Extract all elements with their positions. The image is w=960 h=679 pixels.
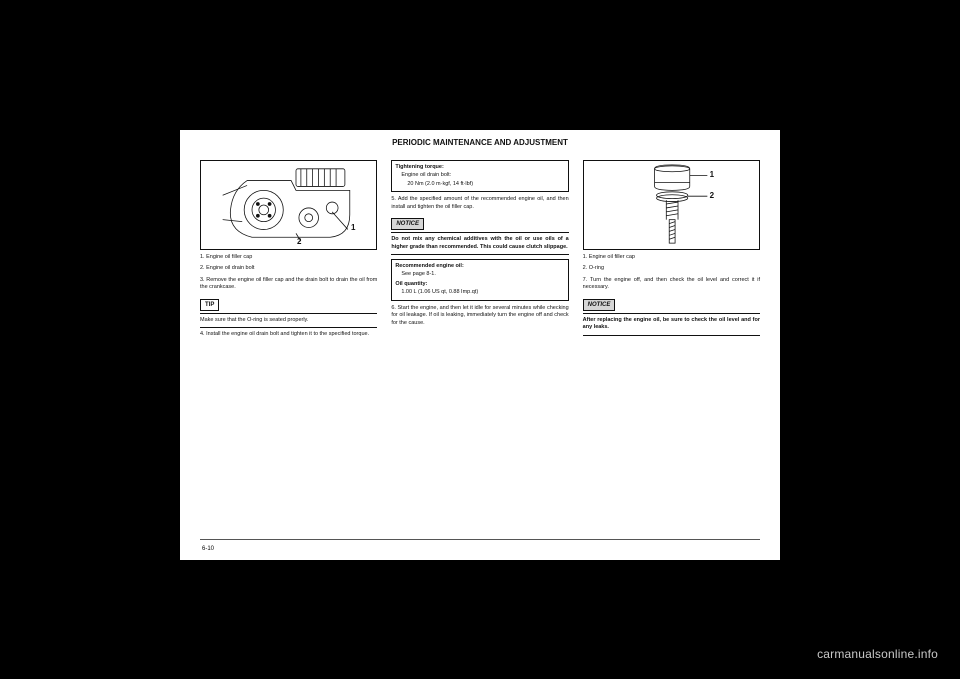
column-1: 1 2 1. Engine oil filler cap 2. Engine o… xyxy=(200,160,377,530)
figure-caption-1b: 2. Engine oil drain bolt xyxy=(200,265,377,272)
oil-label: Recommended engine oil: xyxy=(395,263,564,270)
notice-rule-1b xyxy=(391,254,568,255)
page-number: 6-10 xyxy=(202,546,214,552)
section-tab: 6 xyxy=(162,280,166,289)
step-3: 3. Remove the engine oil filler cap and … xyxy=(200,277,377,292)
qty-label: Oil quantity: xyxy=(395,281,564,288)
figure-caption-3a: 1. Engine oil filler cap xyxy=(583,254,760,261)
callout-1: 1 xyxy=(351,223,355,234)
torque-box: Tightening torque: Engine oil drain bolt… xyxy=(391,160,568,192)
tip-rule-top xyxy=(200,313,377,314)
callout-2: 2 xyxy=(297,237,301,248)
notice-rule-2b xyxy=(583,335,760,336)
tip-rule-bottom xyxy=(200,327,377,328)
notice-text-1: Do not mix any chemical additives with t… xyxy=(391,236,568,251)
tip-text: Make sure that the O-ring is seated prop… xyxy=(200,317,377,324)
tip-label: TIP xyxy=(200,299,219,311)
notice-rule-2 xyxy=(583,313,760,314)
step-4: 4. Install the engine oil drain bolt and… xyxy=(200,331,377,338)
figure-engine: 1 2 xyxy=(200,160,377,250)
engine-drawing xyxy=(201,161,376,249)
page-header: PERIODIC MAINTENANCE AND ADJUSTMENT xyxy=(180,138,780,147)
header-title: PERIODIC MAINTENANCE AND ADJUSTMENT xyxy=(392,138,568,147)
watermark: carmanualsonline.info xyxy=(817,647,938,661)
step-7: 7. Turn the engine off, and then check t… xyxy=(583,277,760,292)
columns: 1 2 1. Engine oil filler cap 2. Engine o… xyxy=(200,160,760,530)
figure-cap: 1 2 xyxy=(583,160,760,250)
oil-ref: See page 8-1. xyxy=(395,271,564,278)
figure-caption-3b: 2. O-ring xyxy=(583,265,760,272)
figure-caption-1a: 1. Engine oil filler cap xyxy=(200,254,377,261)
qty-value: 1.00 L (1.06 US qt, 0.88 Imp.qt) xyxy=(395,289,564,296)
step-6: 6. Start the engine, and then let it idl… xyxy=(391,305,568,327)
column-2: Tightening torque: Engine oil drain bolt… xyxy=(391,160,568,530)
torque-item: Engine oil drain bolt: xyxy=(395,172,564,179)
column-3: 1 2 1. Engine oil filler cap 2. O-ring 7… xyxy=(583,160,760,530)
oil-box: Recommended engine oil: See page 8-1. Oi… xyxy=(391,259,568,301)
torque-value: 20 Nm (2.0 m·kgf, 14 ft·lbf) xyxy=(395,181,564,188)
footer-rule xyxy=(200,539,760,540)
callout-c1: 1 xyxy=(710,170,714,181)
notice-text-2: After replacing the engine oil, be sure … xyxy=(583,317,760,332)
notice-label-2: NOTICE xyxy=(583,299,616,311)
notice-rule-1 xyxy=(391,232,568,233)
torque-label: Tightening torque: xyxy=(395,164,564,171)
manual-page: PERIODIC MAINTENANCE AND ADJUSTMENT 6 xyxy=(180,130,780,560)
notice-label-1: NOTICE xyxy=(391,218,424,230)
step-5: 5. Add the specified amount of the recom… xyxy=(391,196,568,211)
callout-c2: 2 xyxy=(710,191,714,202)
cap-drawing xyxy=(584,161,759,249)
